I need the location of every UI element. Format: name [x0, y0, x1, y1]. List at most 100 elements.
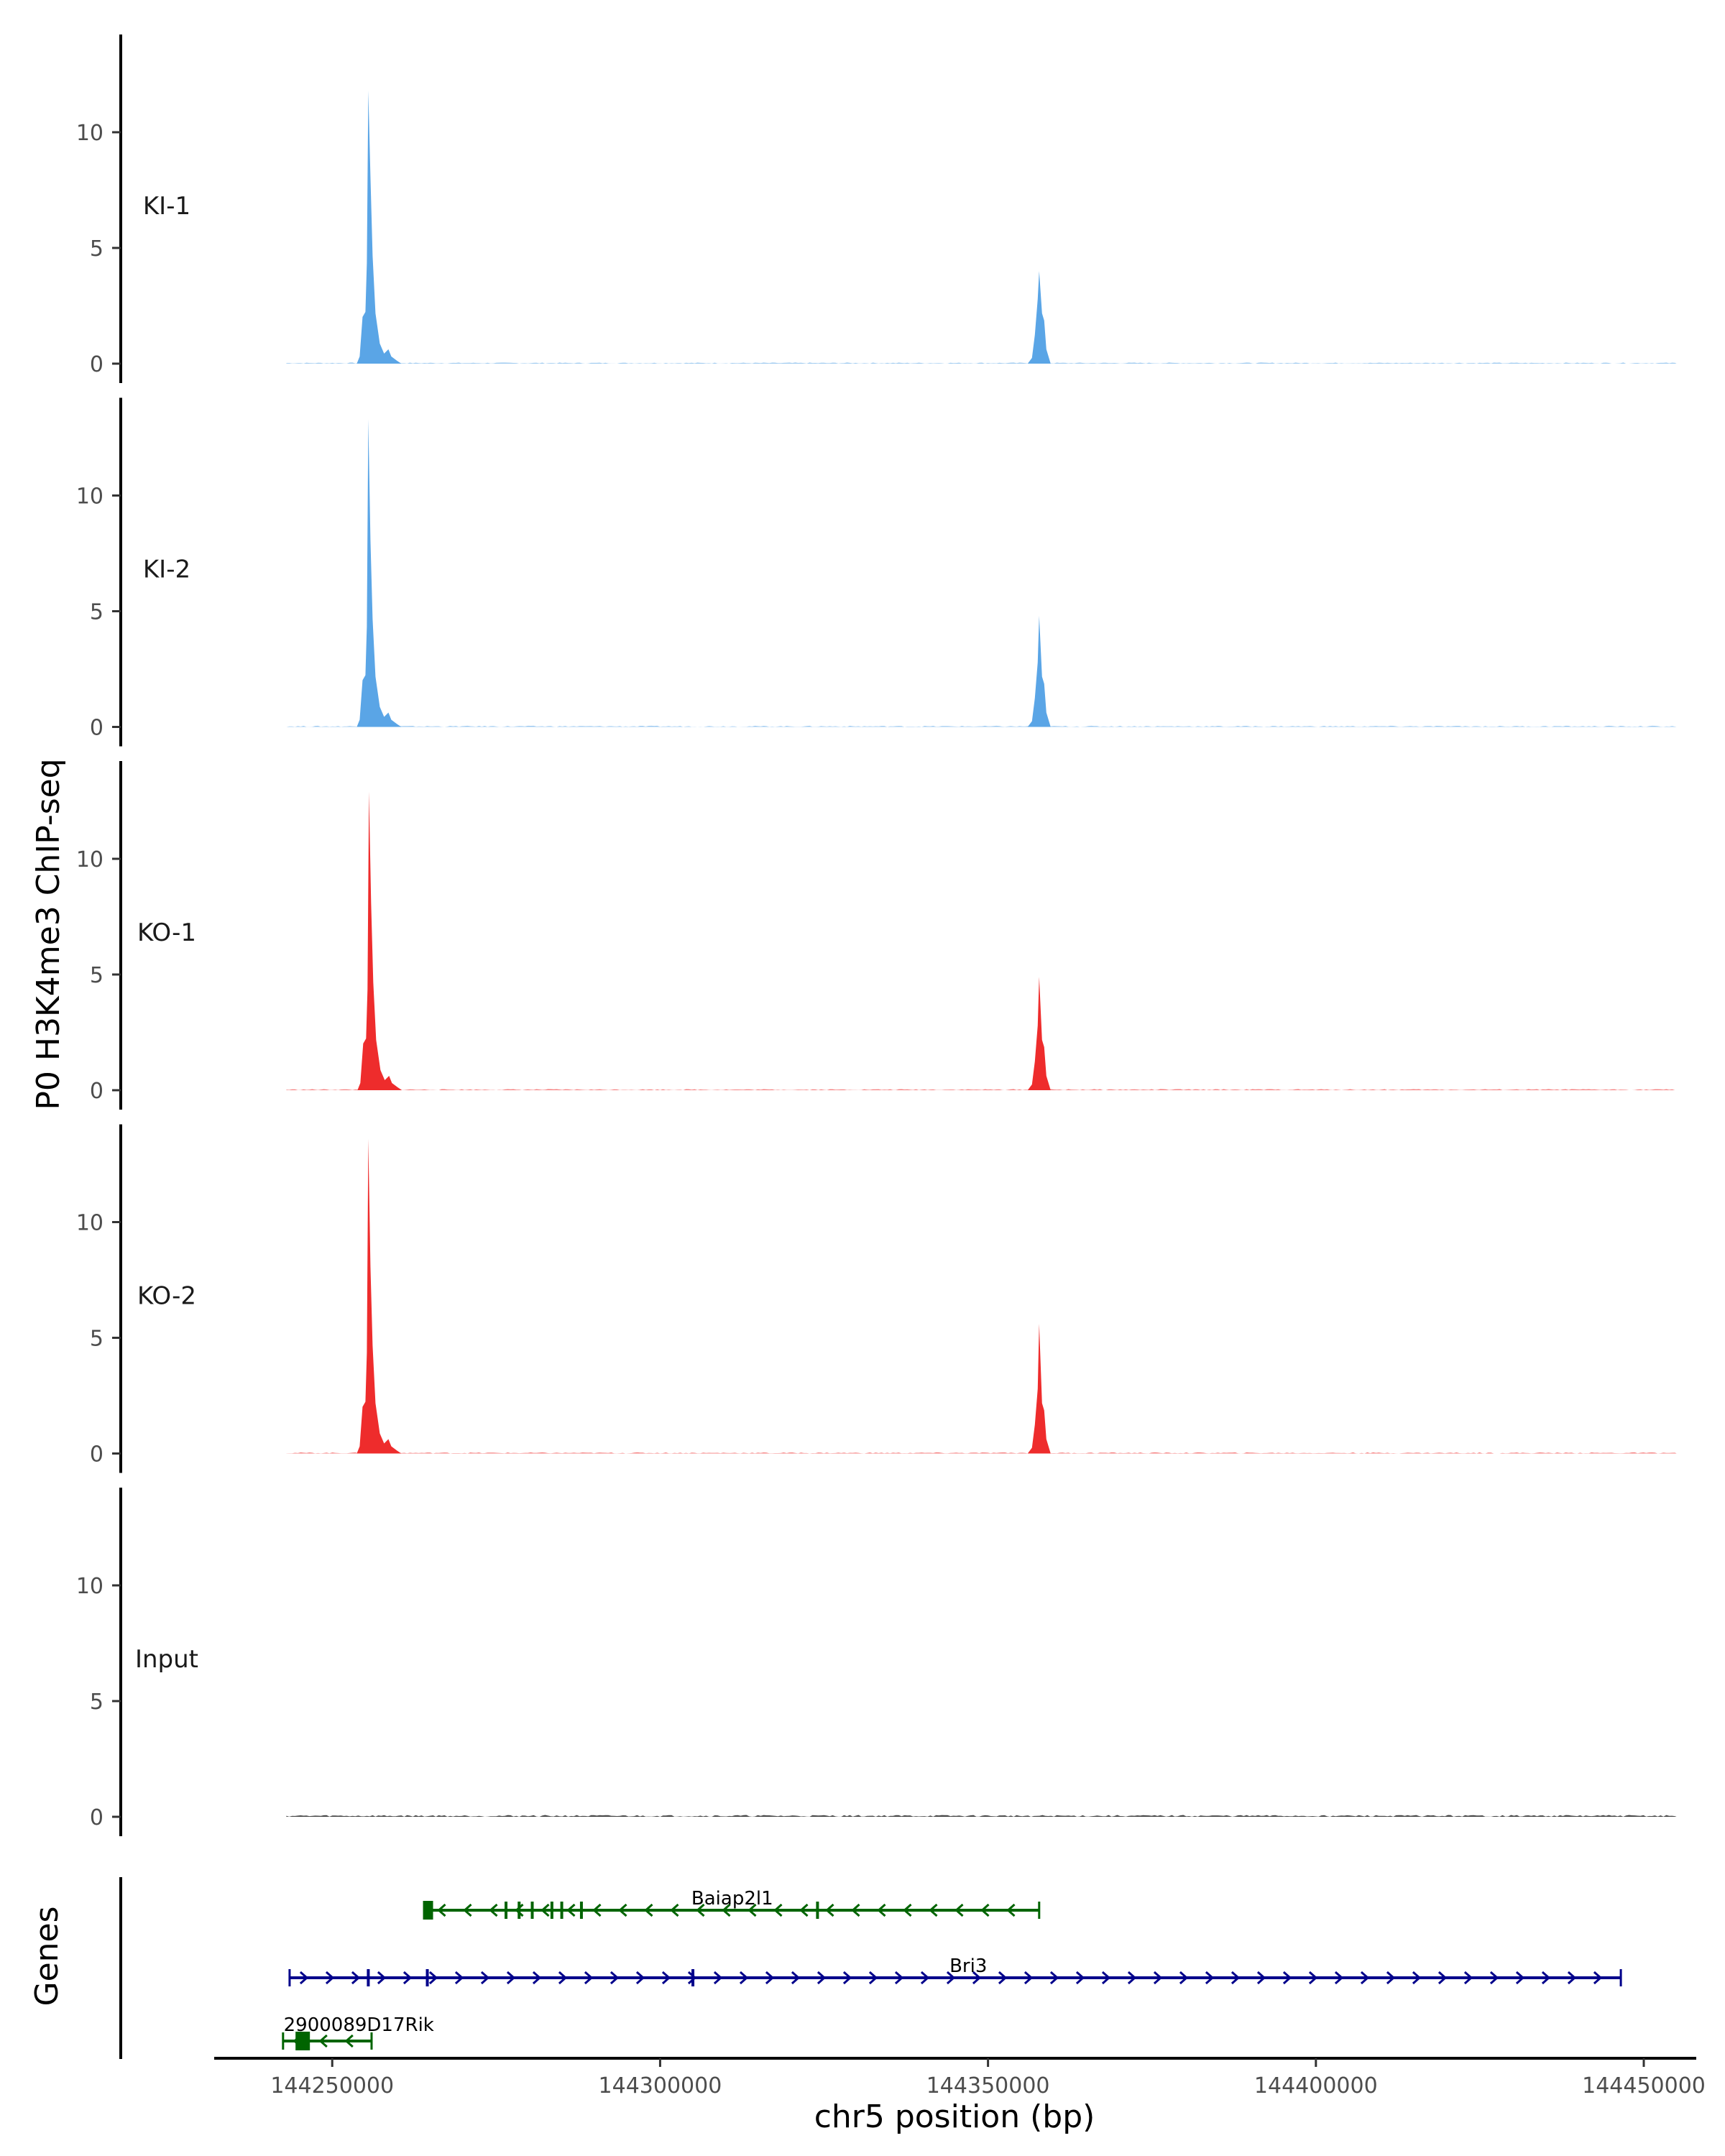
strand-arrow: [946, 1971, 956, 1985]
peak-2: [1027, 615, 1051, 727]
y-tick-label: 0: [90, 1079, 104, 1104]
strand-arrow: [670, 1903, 679, 1917]
gene-exon: [530, 1902, 534, 1919]
strand-arrow: [506, 1971, 516, 1985]
track-panel-ko-2: 0 5 10 KO-2: [76, 1124, 1677, 1473]
strand-arrow: [325, 1971, 335, 1985]
y-tick-label: 5: [90, 236, 104, 262]
gene-exon: [505, 1902, 508, 1919]
strand-arrow: [1489, 1971, 1499, 1985]
track-label: KO-1: [137, 918, 196, 947]
track-panel-ko-1: 0 5 10 KO-1: [76, 761, 1677, 1110]
y-tick-label: 10: [76, 847, 104, 872]
track-label: Input: [135, 1645, 198, 1674]
strand-arrow: [1360, 1971, 1370, 1985]
track-label: KO-2: [137, 1282, 196, 1311]
peak-2: [1027, 271, 1051, 364]
y-tick-label: 0: [90, 352, 104, 377]
gene-exon: [691, 1969, 695, 1986]
track-panel-input: 0 5 10 Input: [76, 1488, 1677, 1836]
strand-arrow: [954, 1903, 964, 1917]
strand-arrow: [1101, 1971, 1111, 1985]
strand-arrow: [1075, 1971, 1085, 1985]
genes-axis-title: Genes: [29, 1906, 65, 2006]
x-axis: 144250000 144300000 144350000 144400000 1444…: [214, 2057, 1706, 2099]
track-label: KI-1: [143, 192, 190, 221]
peak-2: [1027, 977, 1051, 1090]
strand-arrow: [1463, 1971, 1473, 1985]
strand-arrow: [610, 1971, 620, 1985]
gene-exon: [816, 1902, 819, 1919]
strand-arrow: [515, 1903, 524, 1917]
y-tick-label: 0: [90, 1805, 104, 1830]
y-tick-label: 10: [76, 121, 104, 146]
strand-arrow: [344, 2034, 354, 2048]
strand-arrow: [299, 1971, 309, 1985]
strand-arrow: [739, 1971, 749, 1985]
strand-arrow: [480, 1971, 490, 1985]
strand-arrow: [1153, 1971, 1163, 1985]
gene-exon: [550, 1902, 553, 1919]
x-tick-label: 144250000: [270, 2073, 394, 2099]
strand-arrow: [558, 1971, 568, 1985]
x-tick-label: 144450000: [1582, 2073, 1706, 2099]
strand-arrow: [1049, 1971, 1059, 1985]
strand-arrow: [696, 1903, 705, 1917]
strand-arrow: [1282, 1971, 1292, 1985]
peak-1: [356, 1138, 402, 1454]
strand-arrow: [894, 1971, 904, 1985]
strand-arrow: [584, 1971, 594, 1985]
track-panel-ki-1: 0 5 10 KI-1: [76, 34, 1677, 383]
x-axis-title: chr5 position (bp): [814, 2099, 1095, 2135]
strand-arrow: [1334, 1971, 1344, 1985]
y-tick-label: 10: [76, 1211, 104, 1236]
track-panel-ki-2: 0 5 10 KI-2: [76, 397, 1677, 747]
strand-arrow: [1179, 1971, 1189, 1985]
gene-label: 2900089D17Rik: [284, 2014, 434, 2036]
strand-arrow: [825, 1903, 834, 1917]
strand-arrow: [428, 1971, 438, 1985]
strand-arrow: [1024, 1971, 1034, 1985]
strand-arrow: [1205, 1971, 1215, 1985]
strand-arrow: [1541, 1971, 1551, 1985]
y-tick-label: 5: [90, 1327, 104, 1352]
gene-exon: [423, 1901, 433, 1920]
y-tick-label: 0: [90, 1442, 104, 1468]
y-tick-label: 0: [90, 716, 104, 741]
track-panels: 0 5 10 KI-1 0 5 10 KI-2 0 5 10 KO-1 0 5 10 KO-2 0 5 10 Inpu…: [76, 34, 1677, 1836]
strand-arrow: [1006, 1903, 1016, 1917]
baseline-signal: [286, 1452, 1677, 1454]
strand-arrow: [877, 1903, 886, 1917]
peak-1: [356, 91, 402, 364]
strand-arrow: [661, 1971, 671, 1985]
strand-arrow: [351, 1971, 361, 1985]
strand-arrow: [540, 1903, 550, 1917]
gene-baiap2l1: Baiap2l1: [423, 1888, 1041, 1920]
y-tick-label: 5: [90, 963, 104, 988]
strand-arrow: [1127, 1971, 1137, 1985]
strand-arrow: [377, 1971, 387, 1985]
gene-exon: [367, 1969, 370, 1986]
baseline-signal: [286, 362, 1677, 364]
gene-exon: [426, 1969, 429, 1986]
strand-arrow: [980, 1903, 990, 1917]
strand-arrow: [972, 1971, 982, 1985]
gene-2900089d17rik: 2900089D17Rik: [282, 2014, 434, 2050]
genes-panel: Baiap2l1 Bri3 2900089D17Rik: [119, 1877, 1622, 2059]
track-label: KI-2: [143, 556, 190, 584]
strand-arrow: [402, 1971, 413, 1985]
strand-arrow: [791, 1971, 801, 1985]
strand-arrow: [903, 1903, 912, 1917]
baseline-signal: [286, 725, 1677, 727]
strand-arrow: [1593, 1971, 1603, 1985]
strand-arrow: [722, 1903, 731, 1917]
strand-arrow: [1308, 1971, 1318, 1985]
gene-label: Bri3: [949, 1955, 987, 1977]
baseline-signal: [286, 1815, 1677, 1817]
strand-arrow: [293, 2034, 302, 2048]
strand-arrow: [1230, 1971, 1241, 1985]
y-axis-title: P0 H3K4me3 ChIP-seq: [30, 758, 67, 1110]
strand-arrow: [1386, 1971, 1396, 1985]
y-tick-label: 5: [90, 600, 104, 625]
